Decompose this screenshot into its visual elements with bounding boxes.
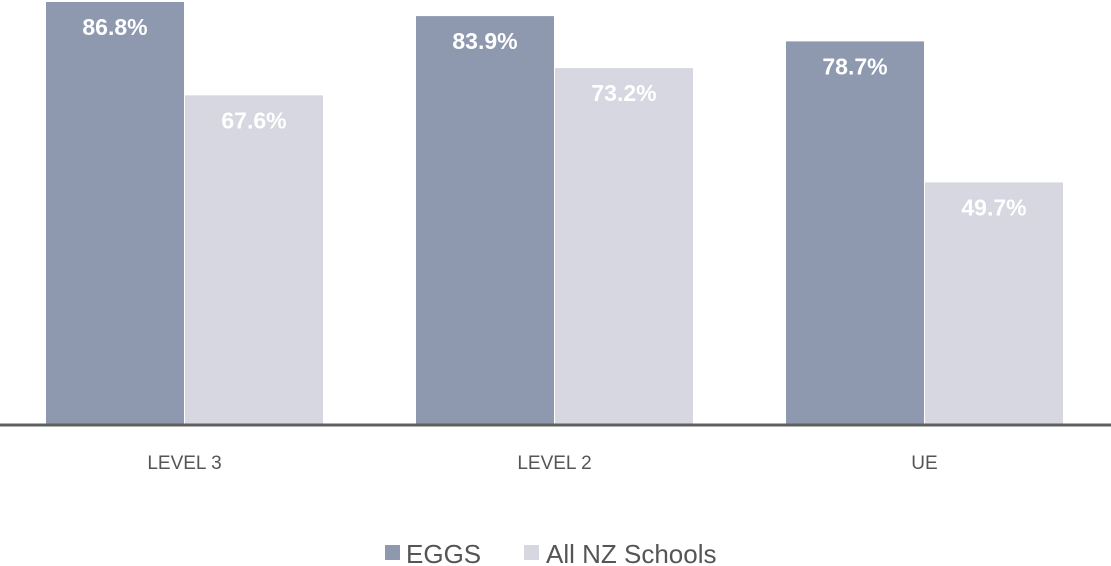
bar-eggs-level-3 [46, 2, 184, 424]
legend-swatch [524, 545, 539, 560]
bar-labels-group: 86.8% 67.6% 83.9% 73.2% 78.7% 49.7% [82, 14, 1026, 220]
bar-eggs-ue [786, 41, 924, 424]
legend-item-eggs: EGGS [385, 539, 481, 566]
bar-all-nz-schools-level-2 [555, 68, 693, 424]
data-label: 67.6% [221, 107, 286, 133]
legend-item-all-nz-schools: All NZ Schools [524, 539, 717, 566]
bar-eggs-level-2 [416, 16, 554, 424]
data-label: 49.7% [961, 194, 1026, 220]
category-label: UE [911, 453, 937, 474]
data-label: 86.8% [82, 14, 147, 40]
bar-all-nz-schools-ue [925, 182, 1063, 424]
bar-all-nz-schools-level-3 [185, 95, 323, 425]
legend-label: All NZ Schools [546, 539, 717, 566]
legend: EGGS All NZ Schools [385, 539, 717, 566]
category-label: LEVEL 2 [517, 453, 591, 474]
category-labels-group: LEVEL 3 LEVEL 2 UE [147, 453, 937, 474]
legend-swatch [385, 545, 400, 560]
data-label: 73.2% [591, 80, 656, 106]
data-label: 83.9% [452, 28, 517, 54]
bars-group [46, 2, 1063, 425]
data-label: 78.7% [822, 53, 887, 79]
legend-label: EGGS [406, 539, 481, 566]
category-label: LEVEL 3 [147, 453, 221, 474]
